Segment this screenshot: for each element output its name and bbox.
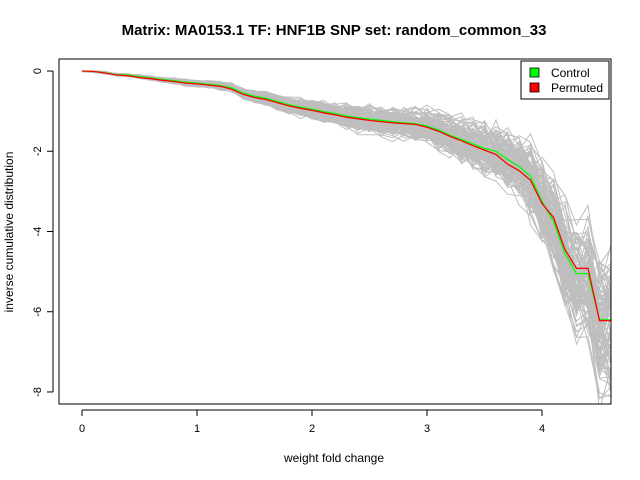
legend-label-permuted: Permuted bbox=[551, 81, 603, 95]
x-axis-label: weight fold change bbox=[283, 451, 384, 465]
legend-swatch-permuted bbox=[529, 82, 540, 93]
x-tick-label: 3 bbox=[424, 423, 430, 435]
x-tick-label: 2 bbox=[309, 423, 315, 435]
x-axis: 0 1 2 3 4 bbox=[79, 409, 545, 435]
y-tick-label: -6 bbox=[32, 307, 44, 317]
legend-label-control: Control bbox=[551, 66, 590, 80]
plot-frame bbox=[58, 58, 612, 405]
chart-title: Matrix: MA0153.1 TF: HNF1B SNP set: rand… bbox=[122, 22, 547, 39]
x-tick-label: 4 bbox=[539, 423, 545, 435]
legend-swatch-control bbox=[529, 67, 540, 78]
x-tick-label: 0 bbox=[79, 423, 85, 435]
permutation-lines bbox=[81, 70, 611, 404]
y-tick-label: 0 bbox=[32, 68, 44, 74]
y-tick-label: -2 bbox=[32, 146, 44, 156]
y-axis: 0 -2 -4 -6 -8 bbox=[32, 68, 54, 397]
x-tick-label: 1 bbox=[194, 423, 200, 435]
series-line-permuted bbox=[81, 70, 611, 322]
legend-box bbox=[520, 60, 610, 100]
legend: Control Permuted bbox=[520, 60, 610, 100]
y-tick-label: -8 bbox=[32, 387, 44, 397]
series-lines bbox=[81, 70, 611, 322]
y-tick-label: -4 bbox=[32, 227, 44, 237]
permutation-line bbox=[81, 70, 611, 283]
permutation-line bbox=[81, 70, 611, 349]
series-line-control bbox=[81, 70, 611, 321]
y-axis-label: inverse cumulative distribution bbox=[2, 152, 16, 313]
